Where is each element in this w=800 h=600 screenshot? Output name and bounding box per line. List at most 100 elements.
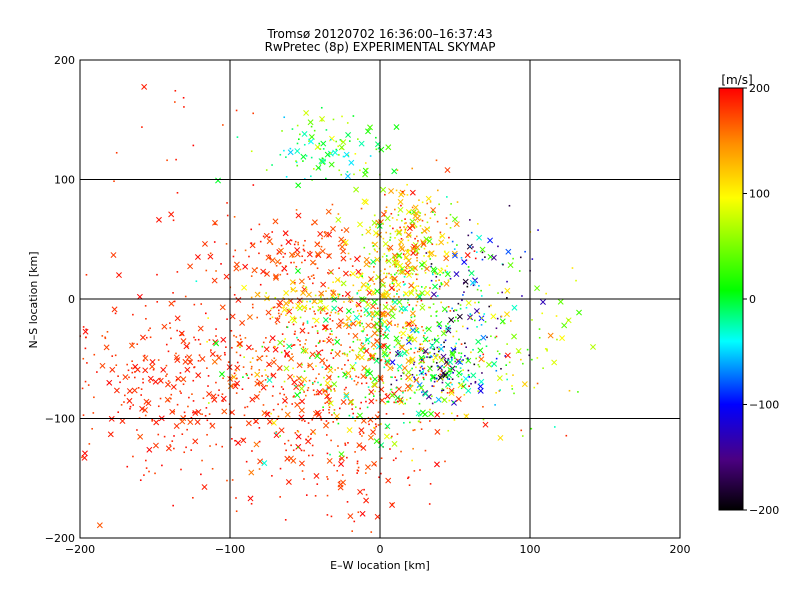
data-point-dot [356, 305, 359, 308]
data-point-dot [478, 365, 481, 368]
data-point-dot [416, 327, 418, 329]
data-point-x [504, 311, 510, 318]
data-point-x [384, 358, 391, 365]
data-point-dot [140, 394, 142, 396]
data-point-x [137, 433, 144, 440]
data-point-dot [404, 230, 407, 232]
data-point-x [337, 306, 344, 313]
data-point-x [295, 302, 302, 309]
data-point-dot [415, 226, 418, 228]
colorbar-tick-label: 200 [749, 82, 770, 95]
data-point-dot [483, 313, 486, 315]
data-point-dot [521, 435, 524, 437]
data-point-dot [418, 211, 420, 214]
data-point-dot [449, 310, 452, 312]
data-point-dot [329, 328, 332, 330]
data-point-dot [191, 393, 193, 395]
data-point-dot [481, 372, 483, 374]
data-point-dot [567, 319, 569, 321]
data-point-dot [298, 138, 300, 141]
data-point-x [283, 300, 290, 307]
data-point-dot [325, 329, 327, 332]
data-point-x [365, 228, 372, 235]
data-point-dot [353, 369, 356, 372]
data-point-dot [383, 253, 386, 255]
data-point-x [353, 186, 360, 193]
data-point-dot [318, 373, 320, 375]
data-point-dot [382, 333, 384, 336]
data-point-dot [439, 274, 441, 276]
data-point-dot [328, 365, 330, 367]
data-point-dot [531, 258, 534, 260]
data-point-dot [309, 437, 312, 440]
data-point-x [436, 320, 443, 327]
data-point-dot [412, 429, 415, 432]
data-point-dot [96, 371, 98, 373]
data-point-x [438, 239, 445, 246]
data-point-dot [143, 359, 145, 362]
data-point-dot [315, 377, 317, 380]
data-point-dot [435, 362, 438, 364]
data-point-dot [430, 379, 432, 382]
data-point-dot [299, 133, 301, 136]
data-point-dot [250, 275, 253, 277]
data-point-dot [443, 366, 445, 369]
data-point-dot [357, 289, 360, 292]
data-point-dot [303, 391, 305, 393]
data-point-x [367, 370, 374, 377]
data-point-dot [429, 420, 431, 422]
data-point-dot [282, 388, 285, 391]
data-point-dot [337, 313, 340, 315]
data-point-x [264, 270, 270, 277]
data-point-dot [406, 301, 409, 304]
data-point-dot [400, 450, 402, 453]
data-point-dot [338, 407, 341, 410]
data-point-dot [456, 201, 459, 203]
data-point-dot [408, 336, 411, 339]
data-point-x [327, 400, 334, 407]
data-point-dot [506, 343, 508, 345]
data-point-x [273, 432, 280, 439]
data-point-dot [453, 419, 456, 421]
data-point-dot [329, 152, 332, 154]
data-point-dot [433, 352, 436, 355]
data-point-dot [275, 322, 278, 325]
data-point-dot [226, 202, 228, 204]
data-point-x [389, 359, 396, 366]
data-point-x [395, 281, 402, 288]
data-point-x [337, 481, 344, 488]
data-point-dot [439, 327, 442, 329]
data-point-dot [261, 375, 263, 377]
data-point-dot [331, 320, 334, 322]
data-point-x [348, 159, 355, 166]
data-point-x [294, 392, 301, 399]
data-point-dot [311, 444, 314, 447]
data-point-dot [545, 292, 547, 295]
data-point-dot [478, 312, 481, 315]
data-point-dot [449, 277, 452, 280]
data-point-x [497, 434, 504, 441]
data-point-x [270, 419, 277, 426]
data-point-dot [463, 281, 465, 284]
data-point-dot [174, 101, 176, 103]
data-point-dot [400, 204, 402, 207]
data-point-dot [465, 306, 468, 309]
data-point-dot [432, 273, 434, 276]
data-point-dot [313, 310, 316, 313]
data-point-x [384, 215, 391, 222]
data-point-dot [347, 333, 350, 335]
data-point-dot [352, 340, 355, 343]
data-point-dot [460, 343, 463, 345]
data-point-dot [440, 365, 443, 368]
data-point-dot [301, 255, 304, 258]
data-point-dot [439, 373, 442, 376]
data-point-dot [354, 451, 356, 453]
data-point-dot [411, 459, 413, 462]
data-point-dot [367, 359, 369, 362]
data-point-dot [424, 339, 426, 342]
data-point-x [453, 221, 460, 228]
data-point-x [307, 362, 314, 369]
data-point-dot [428, 352, 430, 354]
data-point-dot [440, 370, 443, 372]
data-point-dot [337, 375, 340, 378]
